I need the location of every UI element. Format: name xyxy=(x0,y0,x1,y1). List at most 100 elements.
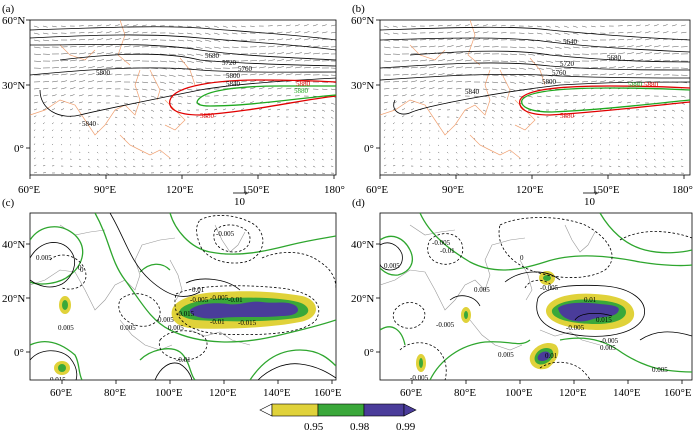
panel-d-ytick: 0° xyxy=(364,347,374,359)
panel-c-xtick: 60°E xyxy=(50,387,72,399)
panel-d-contour-label: 0.005 xyxy=(652,366,668,374)
panel-c-contour-label: -0.01 xyxy=(228,296,243,304)
panel-c-xtick: 120°E xyxy=(209,387,237,399)
panel-d: (d) xyxy=(351,197,692,399)
panel-a: (a) xyxy=(2,3,345,208)
panel-a-contour-label: 5800 xyxy=(96,69,111,77)
panel-d-contour-label: 0.005 xyxy=(384,262,400,270)
panel-b-contour-label: 5840 xyxy=(465,88,480,96)
panel-c: (c) xyxy=(2,197,342,399)
panel-d-contour-label: 0 xyxy=(520,254,524,262)
panel-a-frame xyxy=(30,20,336,175)
panel-d-contour-label: -0.005 xyxy=(540,284,559,292)
panel-a-xtick: 90°E xyxy=(94,184,116,196)
panel-d-xtick: 100°E xyxy=(505,387,533,399)
panel-a-xtick: 150°E xyxy=(242,184,270,196)
panel-b-ytick: 30°N xyxy=(351,80,374,92)
panel-b-ytick: 0° xyxy=(364,143,374,155)
panel-b-xtick: 180° xyxy=(672,184,693,196)
panel-a-ytick: 0° xyxy=(14,143,24,155)
panel-a-xtick: 60°E xyxy=(18,184,40,196)
panel-b-contour-label: 5680 xyxy=(607,54,622,62)
panel-c-contour-label: -0.005 xyxy=(216,230,235,238)
panel-d-contour-label: -0.005 xyxy=(566,324,585,332)
panel-b: (b) 5640 xyxy=(351,3,693,208)
panel-d-ytick: 40°N xyxy=(351,239,374,251)
panel-a-contour-label: 5800 xyxy=(226,72,241,80)
panel-d-contour-label: 0.005 xyxy=(474,286,490,294)
panel-d-xtick: 160°E xyxy=(664,387,692,399)
colorbar-segment-purple xyxy=(364,404,404,416)
panel-d-contour-label: 0.015 xyxy=(596,316,612,324)
panel-b-contour-label: 5640 xyxy=(563,38,578,46)
panel-d-contour-label: 0.005 xyxy=(498,351,514,359)
panel-a-contour-label: 5840 xyxy=(226,80,241,88)
panel-c-contour-label: 0.005 xyxy=(120,324,136,332)
panel-c-contour-label: 0 xyxy=(78,264,82,272)
panel-d-contour-label: -0.005 xyxy=(410,374,429,382)
panel-b-frame xyxy=(380,20,690,175)
colorbar: 0.95 0.98 0.99 xyxy=(260,404,416,433)
panel-c-contour-label: 0.005 xyxy=(36,254,52,262)
panel-c-contour-label: -0.015 xyxy=(238,319,257,327)
panel-c-ytick: 0° xyxy=(14,347,24,359)
panel-c-xtick: 80°E xyxy=(104,387,126,399)
panel-a-ytick: 60°N xyxy=(2,15,25,27)
panel-a-contour-label: 5880 xyxy=(294,87,309,95)
panel-c-contour-label: 0.015 xyxy=(50,376,66,384)
panel-b-xtick: 120°E xyxy=(516,184,544,196)
panel-a-label: (a) xyxy=(2,3,15,15)
panel-a-xtick: 180° xyxy=(324,184,345,196)
panel-b-xtick: 150°E xyxy=(592,184,620,196)
panel-a-reference-value: 10 xyxy=(234,196,246,208)
panel-d-ytick: 20°N xyxy=(351,293,374,305)
panel-c-contour-label: 0.005 xyxy=(168,324,184,332)
panel-c-xtick: 100°E xyxy=(155,387,183,399)
panel-a-contour-label: 5720 xyxy=(222,59,237,67)
panel-d-contour-label: -0.005 xyxy=(432,239,451,247)
colorbar-segment-green xyxy=(318,404,364,416)
colorbar-tick: 0.98 xyxy=(350,421,370,433)
colorbar-upper-triangle xyxy=(404,404,416,416)
colorbar-lower-triangle xyxy=(260,404,272,416)
panel-a-contour-label: 5760 xyxy=(238,65,253,73)
panel-b-contour-label: 5720 xyxy=(560,60,575,68)
panel-c-contour-label: -0.005 xyxy=(210,294,229,302)
panel-b-xtick: 90°E xyxy=(442,184,464,196)
panel-c-contour-label: 0.005 xyxy=(58,324,74,332)
panel-a-contour-label: 5880 xyxy=(200,112,215,120)
panel-a-contour-label: 5680 xyxy=(205,52,220,60)
panel-c-contour-label: 0.005 xyxy=(158,316,174,324)
panel-b-contour-label: 5880 xyxy=(560,112,575,120)
panel-d-contour-label: -0.005 xyxy=(436,321,455,329)
colorbar-segment-yellow xyxy=(272,404,318,416)
panel-d-xtick: 140°E xyxy=(613,387,641,399)
panel-c-xtick: 160°E xyxy=(314,387,342,399)
panel-b-contour-label: 5800 xyxy=(542,78,557,86)
panel-b-ytick: 60°N xyxy=(351,15,374,27)
panel-d-xtick: 60°E xyxy=(400,387,422,399)
panel-c-ytick: 40°N xyxy=(2,239,25,251)
panel-c-contour-label: -0.01 xyxy=(210,318,225,326)
panel-b-contour-label: 5880 xyxy=(628,81,643,89)
panel-d-label: (d) xyxy=(352,197,365,209)
panel-c-contour-label: -0.005 xyxy=(190,296,209,304)
panel-d-xtick: 120°E xyxy=(559,387,587,399)
panel-c-ytick: 20°N xyxy=(2,293,25,305)
panel-d-xtick: 80°E xyxy=(454,387,476,399)
panel-b-label: (b) xyxy=(352,3,365,15)
panel-a-contour-label: 5840 xyxy=(82,120,97,128)
panel-c-contour-label: -0.015 xyxy=(176,310,195,318)
panel-c-contour-label: 0.01 xyxy=(192,286,205,294)
panel-b-reference-value: 10 xyxy=(584,196,596,208)
panel-c-contour-label: -0.01 xyxy=(176,356,191,364)
panel-d-contour-label: 0.01 xyxy=(545,352,558,360)
panel-a-ytick: 30°N xyxy=(2,80,25,92)
panel-a-xtick: 120°E xyxy=(166,184,194,196)
panel-d-contour-label: 0.005 xyxy=(600,344,616,352)
panel-c-label: (c) xyxy=(2,197,15,209)
panel-d-contour-label: 0.01 xyxy=(584,296,597,304)
panel-d-contour-label: -0.01 xyxy=(440,247,455,255)
panel-b-contour-label: 5880 xyxy=(644,81,659,89)
